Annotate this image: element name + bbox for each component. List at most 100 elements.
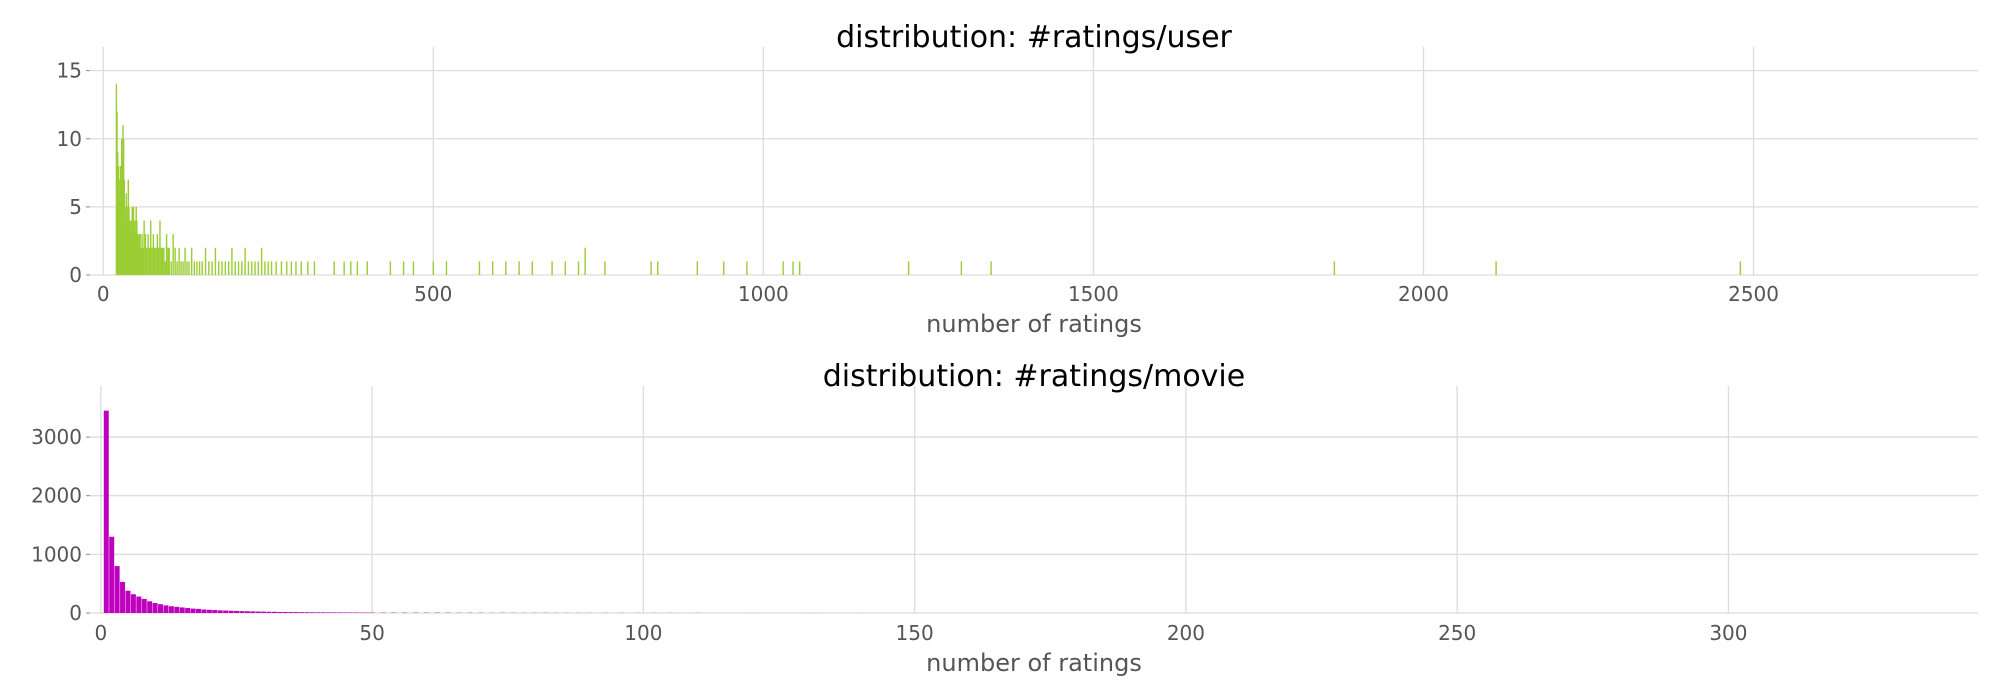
bars — [103, 410, 863, 613]
histogram-bar — [163, 605, 169, 613]
histogram-bar — [286, 261, 288, 275]
x-tick-label: 2000 — [1398, 282, 1449, 306]
histogram-bar — [244, 247, 246, 275]
histogram-bar — [211, 261, 213, 275]
histogram-bar — [204, 247, 207, 275]
histogram-bar — [275, 261, 277, 275]
histogram-bar — [257, 261, 260, 275]
histogram-bar — [153, 247, 156, 275]
y-tick-label: 15 — [57, 59, 82, 83]
histogram-bar — [188, 261, 190, 275]
histogram-bar — [402, 261, 405, 275]
histogram-bar — [217, 610, 223, 613]
histogram-bar — [960, 261, 963, 275]
histogram-bar — [176, 261, 178, 275]
histogram-bar — [165, 234, 168, 275]
histogram-bar — [142, 247, 144, 275]
histogram-bar — [156, 234, 159, 275]
histogram-bar — [531, 261, 533, 275]
histogram-bar — [356, 261, 359, 275]
x-tick-label: 1000 — [738, 282, 789, 306]
histogram-bar — [584, 247, 586, 275]
histogram-bar — [201, 609, 207, 613]
histogram-bar — [157, 247, 160, 275]
histogram-bar — [161, 247, 164, 275]
x-tick-label: 50 — [359, 621, 384, 645]
histogram-bar — [144, 234, 147, 275]
histogram-bar — [168, 606, 174, 613]
histogram-bar — [198, 261, 201, 275]
histogram-bar — [288, 612, 294, 613]
y-axis-ticks: 0 1000 2000 3000 — [31, 425, 90, 625]
histogram-bar — [158, 604, 164, 613]
histogram-bar — [228, 610, 234, 613]
movie-ratings-histogram: distribution: #ratings/movie 0 50 100 150 20… — [31, 359, 1978, 677]
histogram-bar — [282, 612, 288, 613]
histogram-bar — [146, 247, 148, 275]
histogram-bar — [164, 261, 166, 275]
histogram-bar — [304, 612, 310, 613]
histogram-bar — [233, 610, 239, 613]
x-tick-label: 150 — [896, 621, 934, 645]
histogram-bar — [214, 247, 217, 275]
histogram-bar — [208, 261, 210, 275]
histogram-bar — [604, 261, 606, 275]
y-tick-label: 3000 — [31, 425, 82, 449]
histogram-bar — [190, 247, 193, 275]
histogram-bar — [212, 610, 218, 613]
histogram-bar — [136, 596, 142, 613]
x-tick-label: 300 — [1709, 621, 1747, 645]
histogram-bar — [201, 261, 203, 275]
y-tick-label: 0 — [69, 263, 82, 287]
x-tick-label: 2500 — [1728, 282, 1779, 306]
histogram-bar — [696, 261, 699, 275]
gridlines — [90, 386, 1978, 614]
histogram-bar — [366, 261, 368, 275]
histogram-bar — [445, 261, 448, 275]
histogram-bar — [290, 261, 293, 275]
histogram-bar — [190, 608, 196, 613]
histogram-bar — [193, 261, 196, 275]
histogram-bar — [792, 261, 794, 275]
histogram-bar — [250, 611, 256, 613]
gridlines — [90, 47, 1978, 276]
histogram-bar — [280, 261, 283, 275]
chart-title: distribution: #ratings/user — [836, 20, 1232, 55]
histogram-bar — [412, 261, 415, 275]
histogram-bar — [260, 247, 263, 275]
histogram-bar — [251, 261, 253, 275]
histogram-bar — [168, 247, 170, 275]
histogram-bar — [178, 247, 180, 275]
histogram-bar — [167, 247, 169, 275]
histogram-bar — [151, 247, 153, 275]
histogram-bar — [180, 261, 182, 275]
y-axis-ticks: 0 5 10 15 — [57, 59, 90, 287]
x-axis-ticks: 0 50 100 150 200 250 300 — [94, 621, 1747, 645]
histogram-bar — [261, 611, 267, 613]
chart-title: distribution: #ratings/movie — [823, 359, 1245, 394]
histogram-bar — [148, 247, 151, 275]
histogram-bar — [331, 612, 337, 613]
histogram-bar — [174, 606, 180, 613]
x-tick-label: 200 — [1167, 621, 1205, 645]
histogram-bar — [147, 234, 149, 275]
y-tick-label: 1000 — [31, 542, 82, 566]
histogram-bar — [270, 261, 273, 275]
histogram-bar — [221, 261, 223, 275]
histogram-bar — [239, 611, 245, 613]
histogram-bar — [143, 220, 145, 275]
histogram-bar — [299, 612, 305, 613]
histogram-bar — [130, 594, 136, 613]
histogram-bar — [307, 261, 309, 275]
histogram-bar — [152, 234, 155, 275]
histogram-bar — [152, 603, 158, 613]
histogram-bar — [170, 261, 172, 275]
histogram-bar — [389, 261, 392, 275]
histogram-bar — [577, 261, 580, 275]
histogram-bar — [343, 261, 345, 275]
histogram-bar — [103, 410, 109, 613]
histogram-bar — [109, 536, 115, 613]
histogram-bar — [478, 261, 481, 275]
histogram-bar — [333, 261, 335, 275]
